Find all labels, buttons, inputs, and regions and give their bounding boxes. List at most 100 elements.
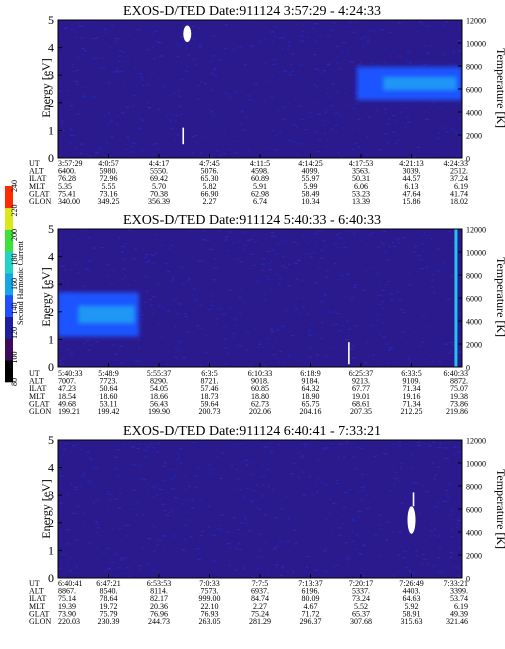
ephemeris-cell: 6:33:5 <box>401 369 421 378</box>
ephemeris-cell: 80.09 <box>302 594 320 603</box>
ephemeris-cell: 5.35 <box>58 182 72 191</box>
ephemeris-row-label: ALT <box>29 377 44 386</box>
y-tick-label: 1 <box>48 332 54 346</box>
ephemeris-cell: 62.73 <box>251 399 269 408</box>
colorbar-tick-label: 200 <box>10 229 19 241</box>
ephemeris-cell: 5.92 <box>405 602 419 611</box>
ephemeris-cell: 7573. <box>201 587 219 596</box>
ephemeris-cell: 7:26:49 <box>399 579 423 588</box>
y-tick-label: 2 <box>48 516 54 530</box>
colorbar-tick-label: 220 <box>10 205 19 217</box>
ephemeris-cell: 4:11:5 <box>250 159 270 168</box>
ephemeris-row-label: ILAT <box>29 174 46 183</box>
ephemeris-cell: 6.19 <box>454 182 468 191</box>
white-blob <box>407 506 416 534</box>
ephemeris-cell: 5337. <box>352 587 370 596</box>
ephemeris-cell: 19.72 <box>100 602 118 611</box>
ephemeris-cell: 60.85 <box>251 384 269 393</box>
ephemeris-cell: 6:25:37 <box>349 369 373 378</box>
ephemeris-cell: 315.63 <box>401 617 423 626</box>
ephemeris-cell: 3:57:29 <box>58 159 82 168</box>
ephemeris-cell: 73.90 <box>58 609 76 618</box>
y-tick-label: 4 <box>48 461 54 475</box>
white-spike <box>348 342 350 365</box>
ephemeris-cell: 3563. <box>352 167 370 176</box>
ephemeris-cell: 321.46 <box>446 617 468 626</box>
ephemeris-cell: 5980. <box>100 167 118 176</box>
ephemeris-cell: 4:4:17 <box>149 159 169 168</box>
y-tick-label: 3 <box>48 68 54 82</box>
ephemeris-cell: 53.23 <box>352 189 370 198</box>
ephemeris-cell: 41.74 <box>450 189 468 198</box>
colorbar-segments <box>5 186 13 383</box>
ephemeris-cell: 18.54 <box>58 392 76 401</box>
ephemeris-cell: 5:48:9 <box>98 369 118 378</box>
ephemeris-cell: 56.43 <box>150 399 168 408</box>
y-tick-label: 2 <box>48 305 54 319</box>
colorbar-tick-label: 160 <box>10 278 19 290</box>
ephemeris-cell: 58.91 <box>403 609 421 618</box>
colorbar-segment <box>5 273 13 296</box>
ephemeris-row-label: GLON <box>29 617 51 626</box>
ephemeris-cell: 9184. <box>302 377 320 386</box>
ephemeris-cell: 6:40:33 <box>444 369 468 378</box>
ephemeris-cell: 349.25 <box>98 197 120 206</box>
y2-tick-label: 4000 <box>466 529 482 538</box>
intensity-band-core <box>383 76 457 91</box>
ephemeris-cell: 7:33:21 <box>444 579 468 588</box>
panel-3-ephemeris: UT 6:40:41 6:47:21 6:53:53 7:0:33 7:7:5 7:13:3… <box>29 579 468 626</box>
ephemeris-row-label: ALT <box>29 587 44 596</box>
ephemeris-cell: 50.31 <box>352 174 370 183</box>
ephemeris-cell: 5:55:37 <box>147 369 171 378</box>
ephemeris-cell: 18.02 <box>450 197 468 206</box>
ephemeris-cell: 53.74 <box>450 594 468 603</box>
vertical-line <box>454 229 458 367</box>
noise-texture <box>58 440 462 578</box>
ephemeris-cell: 58.49 <box>302 189 320 198</box>
ephemeris-row-label: UT <box>29 369 40 378</box>
ephemeris-cell: 6.13 <box>405 182 419 191</box>
ephemeris-row-label: GLAT <box>29 399 50 408</box>
ephemeris-cell: 75.79 <box>100 609 118 618</box>
colorbar-segment <box>5 338 13 361</box>
ephemeris-cell: 75.07 <box>450 384 468 393</box>
ephemeris-cell: 70.38 <box>150 189 168 198</box>
ephemeris-cell: 75.24 <box>251 609 269 618</box>
ephemeris-cell: 6.74 <box>253 197 267 206</box>
y2-tick-label: 12000 <box>466 437 486 446</box>
ephemeris-cell: 2.27 <box>253 602 267 611</box>
ephemeris-cell: 22.10 <box>201 602 219 611</box>
ephemeris-cell: 65.30 <box>201 174 219 183</box>
ephemeris-cell: 6:40:41 <box>58 579 82 588</box>
y2-tick-label: 8000 <box>466 272 482 281</box>
ephemeris-cell: 78.64 <box>100 594 118 603</box>
white-spike <box>412 492 415 507</box>
ephemeris-cell: 50.64 <box>100 384 118 393</box>
ephemeris-row-label: GLON <box>29 407 51 416</box>
ephemeris-row-label: GLON <box>29 197 51 206</box>
ephemeris-row-label: UT <box>29 159 40 168</box>
ephemeris-cell: 9109. <box>403 377 421 386</box>
y-tick-label: 3 <box>48 277 54 291</box>
ephemeris-cell: 9018. <box>251 377 269 386</box>
ephemeris-cell: 15.86 <box>403 197 421 206</box>
ephemeris-cell: 307.68 <box>350 617 372 626</box>
ephemeris-cell: 5.55 <box>102 182 116 191</box>
ephemeris-cell: 65.75 <box>302 399 320 408</box>
ephemeris-cell: 2512. <box>450 167 468 176</box>
ephemeris-cell: 18.90 <box>302 392 320 401</box>
y-tick-label: 1 <box>48 123 54 137</box>
ephemeris-cell: 8540. <box>100 587 118 596</box>
y2-tick-label: 10000 <box>466 460 486 469</box>
ephemeris-cell: 5:40:33 <box>58 369 82 378</box>
panel-2-title: EXOS-D/TED Date:911124 5:40:33 - 6:40:33 <box>123 213 381 228</box>
ephemeris-cell: 54.05 <box>150 384 168 393</box>
ephemeris-row-label: UT <box>29 579 40 588</box>
ephemeris-cell: 20.36 <box>150 602 168 611</box>
panel-2-plot: 0 1 2 3 4 5 0 2000 4000 6000 8000 10000 12000 <box>48 222 486 374</box>
white-spike <box>182 127 185 145</box>
y-tick-label: 5 <box>48 433 54 447</box>
y2-tick-label: 8000 <box>466 63 482 72</box>
ephemeris-cell: 71.34 <box>403 399 421 408</box>
y-tick-label: 4 <box>48 250 54 264</box>
